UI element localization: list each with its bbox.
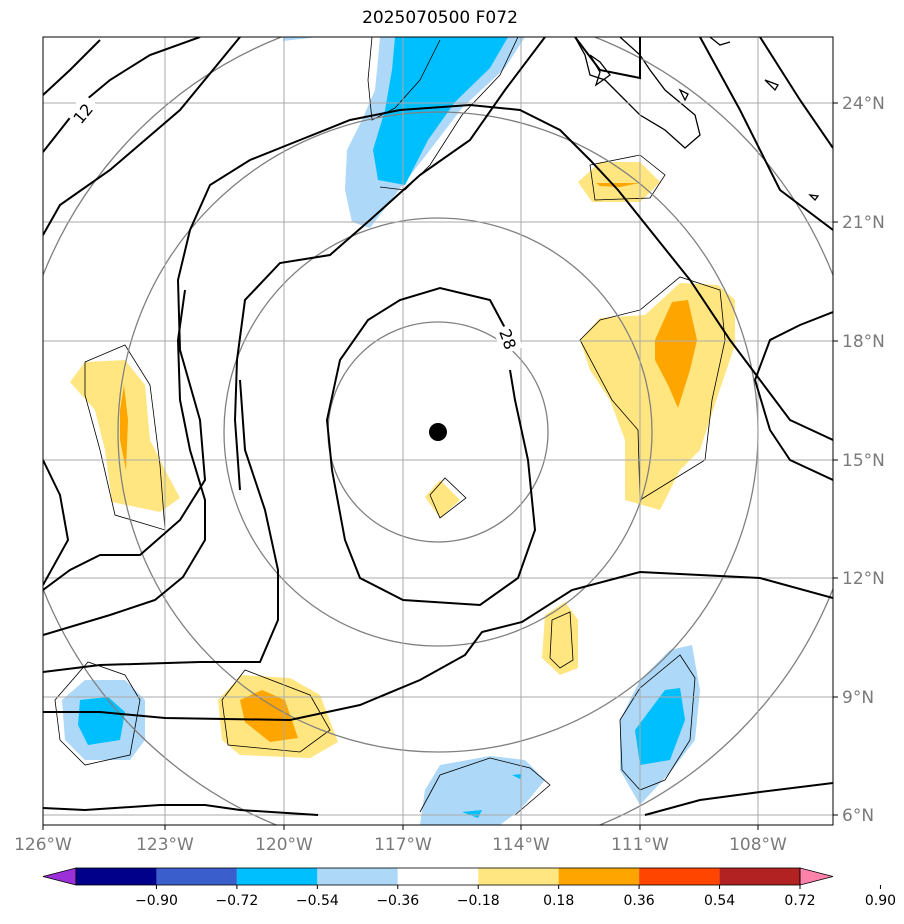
colorbar-tick-label: −0.90 bbox=[135, 893, 178, 909]
contour-bottom-right bbox=[644, 782, 833, 816]
colorbar-tick-label: −0.18 bbox=[457, 893, 500, 909]
orange-anomaly-west bbox=[120, 385, 128, 470]
yellow-anomaly-small-south bbox=[542, 602, 578, 675]
contour-inner-28 bbox=[325, 286, 537, 607]
lat-label-24n: 24°N bbox=[842, 94, 885, 114]
orange-anomaly-ne bbox=[596, 183, 640, 187]
contour-south-band-2 bbox=[43, 570, 833, 722]
blue-anomaly-se-core bbox=[635, 688, 685, 765]
colorbar: −0.90 −0.72 −0.54 −0.36 −0.18 0.18 0.36 0.54 0.7… bbox=[42, 867, 896, 909]
lon-label-117w: 117°W bbox=[374, 835, 432, 855]
yellow-anomaly-east bbox=[580, 283, 735, 510]
lat-label-18n: 18°N bbox=[842, 332, 885, 352]
lat-label-12n: 12°N bbox=[842, 569, 885, 589]
contour-top-left-1 bbox=[43, 39, 101, 96]
blue-anomaly-sw-core bbox=[78, 697, 125, 745]
contour-loop-mid bbox=[233, 37, 546, 491]
yellow-anomaly-center bbox=[425, 480, 460, 518]
colorbar-box bbox=[156, 868, 237, 885]
colorbar-extend-high bbox=[799, 867, 834, 886]
colorbar-frame bbox=[75, 867, 801, 886]
contour-south-band-1 bbox=[43, 379, 279, 673]
colorbar-box bbox=[558, 868, 640, 885]
lat-axis: 24°N 21°N 18°N 15°N 12°N 9°N 6°N bbox=[833, 94, 885, 826]
contour-center-ring bbox=[753, 311, 833, 481]
lat-label-9n: 9°N bbox=[842, 688, 874, 708]
contour-top-left-3 bbox=[43, 37, 241, 236]
colorbar-tick-label: 0.36 bbox=[624, 893, 655, 909]
contour-top-right-1 bbox=[699, 37, 833, 231]
contour-top-mid bbox=[574, 37, 641, 80]
lon-label-111w: 111°W bbox=[611, 835, 669, 855]
colorbar-box bbox=[478, 868, 559, 885]
blue-anomaly-north-core bbox=[373, 37, 508, 185]
contour-top-left-2 bbox=[43, 37, 201, 153]
lat-label-15n: 15°N bbox=[842, 451, 885, 471]
contour-lines bbox=[43, 37, 833, 816]
contour-left-vertical bbox=[43, 459, 70, 586]
colorbar-tick-label: −0.36 bbox=[376, 893, 419, 909]
colorbar-tick-label: 0.90 bbox=[865, 893, 896, 909]
colorbar-box bbox=[639, 868, 720, 885]
storm-center-marker bbox=[429, 423, 447, 441]
coastline bbox=[574, 37, 820, 201]
colorbar-tick-label: −0.72 bbox=[215, 893, 258, 909]
colorbar-tick-label: 0.18 bbox=[543, 893, 574, 909]
colorbar-box bbox=[397, 868, 479, 885]
contour-bottom-band bbox=[43, 804, 319, 816]
colorbar-box bbox=[317, 868, 398, 885]
blue-anomaly-south-center-core bbox=[462, 774, 522, 818]
contour-ring-3 bbox=[43, 289, 206, 636]
shaded-fields bbox=[62, 37, 735, 825]
blue-anomaly-south-center bbox=[420, 756, 545, 825]
plot-frame bbox=[42, 36, 834, 826]
colorbar-box bbox=[719, 868, 800, 885]
contour-top-right-2 bbox=[759, 37, 833, 149]
colorbar-tick-label: −0.54 bbox=[296, 893, 339, 909]
lon-label-123w: 123°W bbox=[136, 835, 194, 855]
colorbar-box bbox=[236, 868, 318, 885]
map-title: 2025070500 F072 bbox=[362, 8, 518, 28]
lon-label-120w: 120°W bbox=[255, 835, 313, 855]
contour-ring-2 bbox=[43, 103, 833, 591]
lon-label-108w: 108°W bbox=[729, 835, 787, 855]
lon-axis: 126°W 123°W 120°W 117°W 114°W 111°W 108°… bbox=[14, 825, 787, 855]
map-plot-area: 12 28 bbox=[43, 37, 833, 825]
lon-label-114w: 114°W bbox=[492, 835, 550, 855]
lat-label-6n: 6°N bbox=[842, 806, 874, 826]
colorbar-tick-label: 0.72 bbox=[784, 893, 815, 909]
lon-label-126w: 126°W bbox=[14, 835, 72, 855]
colorbar-extend-low bbox=[42, 867, 77, 886]
colorbar-tick-label: 0.54 bbox=[704, 893, 735, 909]
lat-label-21n: 21°N bbox=[842, 213, 885, 233]
orange-anomaly-east bbox=[655, 300, 697, 408]
colorbar-box bbox=[76, 868, 157, 885]
gridlines bbox=[43, 37, 833, 825]
